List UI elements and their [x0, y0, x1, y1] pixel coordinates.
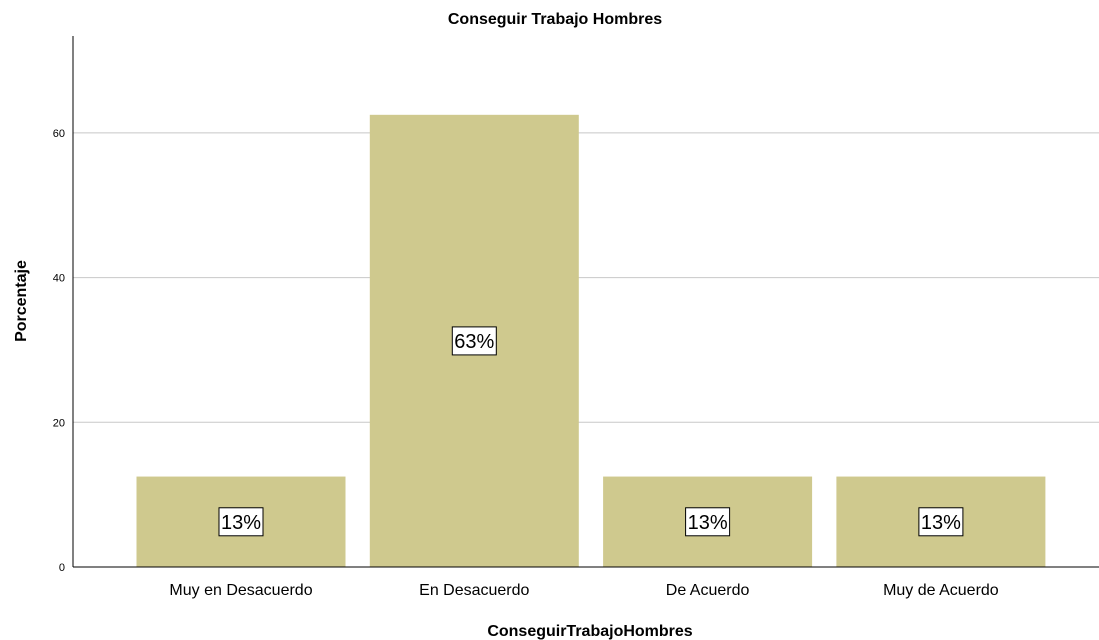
data-label-box	[918, 507, 964, 537]
y-tick-label: 20	[53, 417, 65, 429]
data-label: 13%	[918, 507, 964, 537]
bars	[136, 114, 1046, 567]
data-labels: 13% 63% 13% 13%	[218, 326, 964, 537]
y-tick-label: 0	[59, 562, 65, 574]
data-label: 13%	[218, 507, 264, 537]
chart-title: Conseguir Trabajo Hombres	[448, 11, 662, 28]
data-label: 63%	[451, 326, 497, 356]
data-label: 13%	[685, 507, 731, 537]
data-label-box	[451, 326, 497, 356]
data-label-text: 63%	[454, 331, 494, 353]
gridlines	[73, 132, 1099, 423]
y-tick-label: 60	[53, 128, 65, 140]
x-axis-title: ConseguirTrabajoHombres	[487, 623, 692, 640]
data-label-box	[218, 507, 264, 537]
y-axis-title: Porcentaje	[13, 260, 30, 342]
data-label-text: 13%	[688, 512, 728, 534]
x-tick-labels: Muy en Desacuerdo En Desacuerdo De Acuerdo…	[169, 582, 998, 599]
x-tick-label: Muy en Desacuerdo	[169, 582, 312, 599]
y-tick-label: 40	[53, 273, 65, 285]
x-tick-label: De Acuerdo	[666, 582, 750, 599]
x-tick-label: Muy de Acuerdo	[883, 582, 999, 599]
data-label-box	[685, 507, 731, 537]
data-label-text: 13%	[921, 512, 961, 534]
data-label-text: 13%	[221, 512, 261, 534]
y-tick-labels: 0 20 40 60	[53, 128, 65, 574]
x-tick-label: En Desacuerdo	[419, 582, 529, 599]
